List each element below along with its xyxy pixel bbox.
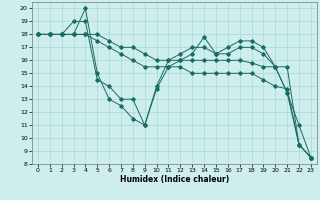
X-axis label: Humidex (Indice chaleur): Humidex (Indice chaleur) (120, 175, 229, 184)
